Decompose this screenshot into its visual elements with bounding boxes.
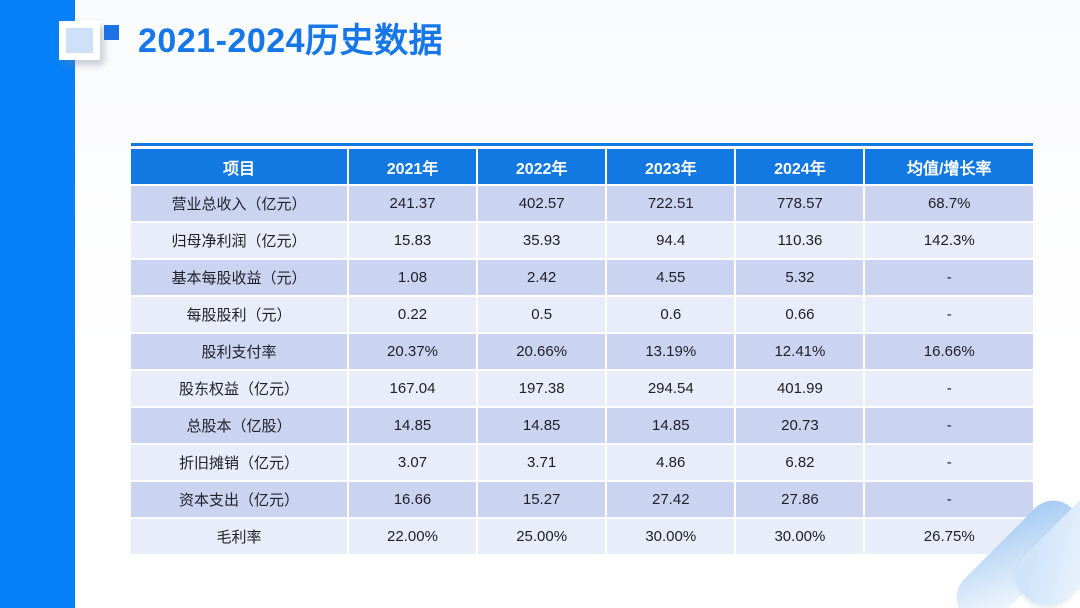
cell-value: 778.57 [736,186,866,223]
cell-value: - [865,297,1033,334]
column-header: 2023年 [607,149,737,186]
table-row: 每股股利（元） 0.22 0.5 0.6 0.66- [131,297,1033,334]
cell-value: 401.99 [736,371,866,408]
table-row: 营业总收入（亿元） 241.37 402.57 722.51 778.57 68.7% [131,186,1033,223]
cell-value: 722.51 [607,186,737,223]
table-row: 股东权益（亿元） 167.04 197.38 294.54 401.99- [131,371,1033,408]
row-label: 毛利率 [131,519,349,556]
table-row: 基本每股收益（元） 1.08 2.42 4.55 5.32- [131,260,1033,297]
cell-value: 142.3% [865,223,1033,260]
cell-value: 402.57 [478,186,608,223]
table-row: 总股本（亿股） 14.85 14.85 14.85 20.73- [131,408,1033,445]
row-label: 营业总收入（亿元） [131,186,349,223]
cell-value: 0.6 [607,297,737,334]
table-row: 股利支付率 20.37% 20.66% 13.19% 12.41% 16.66% [131,334,1033,371]
row-label: 股利支付率 [131,334,349,371]
cell-value: 4.86 [607,445,737,482]
cell-value: 27.42 [607,482,737,519]
title-square-inner [66,28,93,53]
cell-value: - [865,408,1033,445]
left-accent-bar [0,0,75,608]
cell-value: 110.36 [736,223,866,260]
title-small-square-icon [104,25,119,40]
cell-value: 5.32 [736,260,866,297]
row-label: 折旧摊销（亿元） [131,445,349,482]
cell-value: 3.07 [348,445,479,482]
cell-value: 14.85 [607,408,737,445]
cell-value: 15.83 [348,223,479,260]
history-data-table: 项目 2021年 2022年 2023年 2024年 均值/增长率 营业总收入（亿元） 24… [131,149,1033,556]
cell-value: 16.66 [348,482,479,519]
cell-value: 14.85 [348,408,479,445]
cell-value: 15.27 [478,482,608,519]
cell-value: 30.00% [607,519,737,556]
column-header: 2021年 [348,149,479,186]
cell-value: 20.73 [736,408,866,445]
row-label: 资本支出（亿元） [131,482,349,519]
cell-value: 20.37% [348,334,479,371]
table-row: 毛利率 22.00% 25.00% 30.00% 30.00% 26.75% [131,519,1033,556]
table-row: 资本支出（亿元） 16.66 15.27 27.42 27.86- [131,482,1033,519]
table-row: 折旧摊销（亿元） 3.07 3.71 4.86 6.82- [131,445,1033,482]
row-label: 基本每股收益（元） [131,260,349,297]
cell-value: 0.5 [478,297,608,334]
column-header: 2024年 [736,149,866,186]
table-top-accent-line [131,143,1033,146]
cell-value: 25.00% [478,519,608,556]
cell-value: - [865,371,1033,408]
row-label: 股东权益（亿元） [131,371,349,408]
cell-value: 35.93 [478,223,608,260]
table-row: 归母净利润（亿元） 15.83 35.93 94.4 110.36 142.3% [131,223,1033,260]
page-title: 2021-2024历史数据 [138,22,444,60]
cell-value: - [865,260,1033,297]
cell-value: 0.22 [348,297,479,334]
cell-value: 68.7% [865,186,1033,223]
column-header: 2022年 [478,149,608,186]
cell-value: 167.04 [348,371,479,408]
cell-value: 12.41% [736,334,866,371]
cell-value: 2.42 [478,260,608,297]
row-label: 每股股利（元） [131,297,349,334]
cell-value: 13.19% [607,334,737,371]
cell-value: 27.86 [736,482,866,519]
cell-value: - [865,445,1033,482]
table-header-row: 项目 2021年 2022年 2023年 2024年 均值/增长率 [131,149,1033,186]
column-header: 均值/增长率 [865,149,1033,186]
cell-value: 0.66 [736,297,866,334]
cell-value: 294.54 [607,371,737,408]
cell-value: 241.37 [348,186,479,223]
cell-value: 16.66% [865,334,1033,371]
cell-value: 6.82 [736,445,866,482]
title-square-decoration [59,21,100,60]
cell-value: 1.08 [348,260,479,297]
column-header: 项目 [131,149,349,186]
cell-value: 94.4 [607,223,737,260]
row-label: 归母净利润（亿元） [131,223,349,260]
cell-value: - [865,482,1033,519]
cell-value: 20.66% [478,334,608,371]
cell-value: 4.55 [607,260,737,297]
cell-value: 3.71 [478,445,608,482]
cell-value: 14.85 [478,408,608,445]
row-label: 总股本（亿股） [131,408,349,445]
cell-value: 197.38 [478,371,608,408]
cell-value: 30.00% [736,519,866,556]
cell-value: 22.00% [348,519,479,556]
